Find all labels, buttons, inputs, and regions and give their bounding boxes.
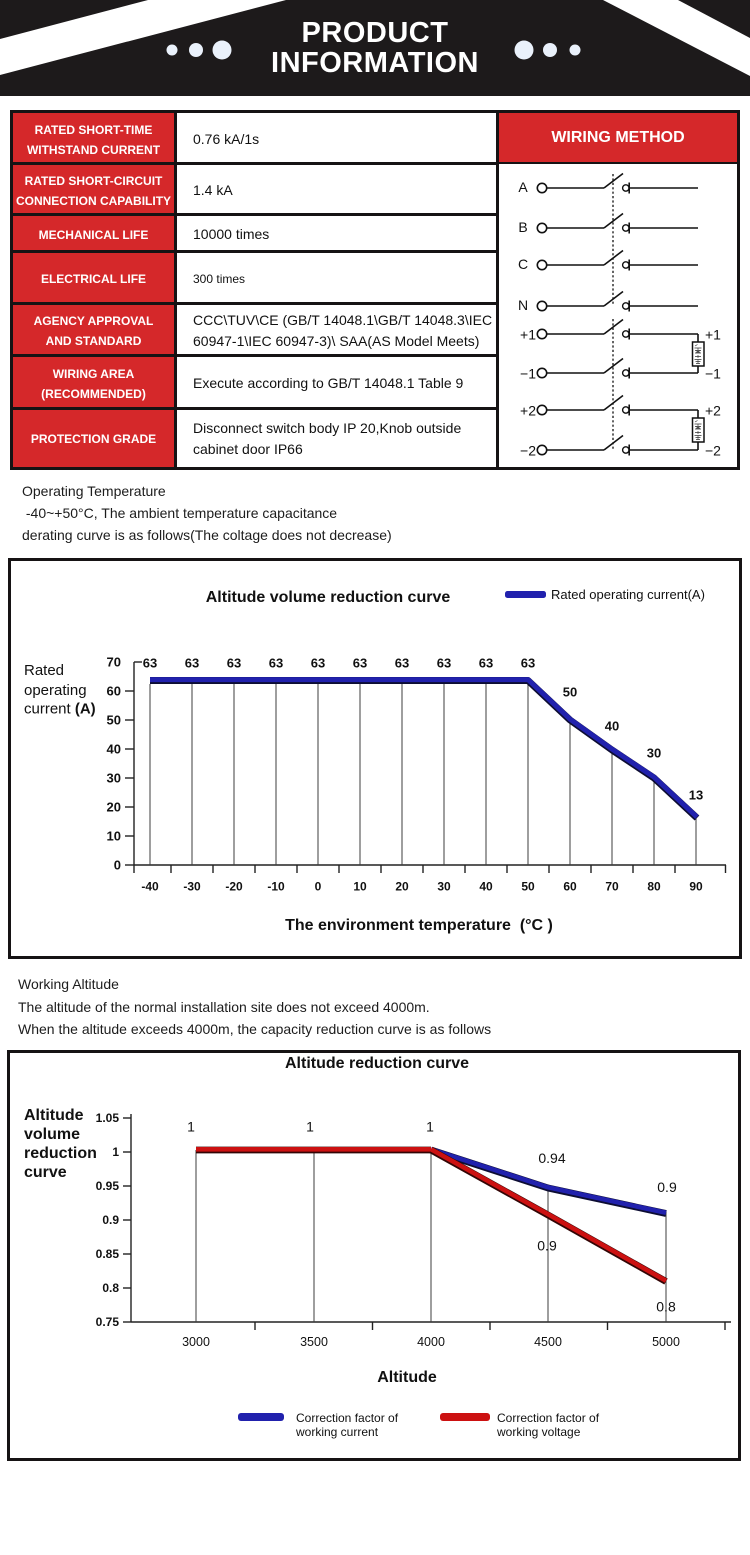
svg-text:-30: -30 — [183, 880, 201, 894]
svg-text:0.8: 0.8 — [102, 1281, 119, 1295]
svg-text:60: 60 — [107, 684, 121, 699]
svg-text:+2: +2 — [520, 403, 536, 419]
svg-text:63: 63 — [353, 656, 367, 671]
svg-text:1: 1 — [187, 1119, 195, 1135]
svg-text:63: 63 — [227, 656, 241, 671]
svg-text:1: 1 — [306, 1119, 314, 1135]
svg-text:10: 10 — [107, 829, 121, 844]
svg-text:63: 63 — [185, 656, 199, 671]
svg-text:reduction: reduction — [24, 1145, 97, 1162]
svg-text:Altitude: Altitude — [377, 1369, 437, 1386]
svg-text:3000: 3000 — [182, 1335, 210, 1349]
svg-text:3500: 3500 — [300, 1335, 328, 1349]
svg-text:Altitude volume reduction curv: Altitude volume reduction curve — [206, 589, 451, 606]
svg-text:-40: -40 — [141, 880, 159, 894]
svg-text:63: 63 — [269, 656, 283, 671]
svg-text:30: 30 — [107, 771, 121, 786]
svg-text:−2: −2 — [520, 443, 536, 459]
svg-text:63: 63 — [143, 656, 157, 671]
svg-text:working current: working current — [295, 1425, 379, 1439]
svg-text:4500: 4500 — [534, 1335, 562, 1349]
svg-text:20: 20 — [107, 800, 121, 815]
svg-text:+1: +1 — [520, 327, 536, 343]
svg-text:40: 40 — [479, 880, 493, 894]
svg-text:30: 30 — [647, 746, 661, 761]
svg-text:A: A — [518, 179, 528, 195]
svg-text:70: 70 — [107, 655, 121, 670]
svg-text:+2: +2 — [705, 403, 721, 419]
svg-text:0.75: 0.75 — [96, 1315, 120, 1329]
svg-text:B: B — [518, 219, 527, 235]
svg-text:50: 50 — [563, 685, 577, 700]
svg-text:working voltage: working voltage — [496, 1425, 581, 1439]
svg-text:0.8: 0.8 — [656, 1299, 676, 1315]
svg-text:63: 63 — [479, 656, 493, 671]
svg-text:70: 70 — [605, 880, 619, 894]
svg-text:50: 50 — [521, 880, 535, 894]
svg-text:-20: -20 — [225, 880, 243, 894]
svg-text:60: 60 — [563, 880, 577, 894]
svg-text:The environment temperature (: The environment temperature (°C ) — [285, 917, 553, 934]
svg-text:1: 1 — [426, 1119, 434, 1135]
svg-text:0.85: 0.85 — [96, 1247, 120, 1261]
svg-text:Altitude: Altitude — [24, 1107, 84, 1124]
svg-text:0.94: 0.94 — [538, 1150, 565, 1166]
svg-text:5000: 5000 — [652, 1335, 680, 1349]
svg-text:20: 20 — [395, 880, 409, 894]
svg-text:volume: volume — [24, 1126, 80, 1143]
svg-text:Correction factor of: Correction factor of — [497, 1411, 600, 1425]
svg-text:63: 63 — [521, 656, 535, 671]
svg-text:curve: curve — [24, 1164, 67, 1181]
svg-text:−1: −1 — [520, 366, 536, 382]
svg-text:operating: operating — [24, 682, 87, 699]
svg-text:4000: 4000 — [417, 1335, 445, 1349]
svg-text:63: 63 — [311, 656, 325, 671]
svg-text:90: 90 — [689, 880, 703, 894]
svg-text:N: N — [518, 297, 528, 313]
svg-text:1: 1 — [112, 1145, 119, 1159]
svg-text:13: 13 — [689, 788, 703, 803]
svg-text:0.95: 0.95 — [96, 1179, 120, 1193]
svg-text:−2: −2 — [705, 443, 721, 459]
svg-text:Correction factor of: Correction factor of — [296, 1411, 399, 1425]
svg-text:-10: -10 — [267, 880, 285, 894]
svg-text:+1: +1 — [705, 327, 721, 343]
svg-text:40: 40 — [605, 719, 619, 734]
svg-text:80: 80 — [647, 880, 661, 894]
svg-text:Altitude reduction curve: Altitude reduction curve — [285, 1055, 469, 1072]
svg-text:−1: −1 — [705, 366, 721, 382]
svg-text:0.9: 0.9 — [102, 1213, 119, 1227]
svg-text:0: 0 — [114, 858, 121, 873]
svg-text:C: C — [518, 256, 528, 272]
svg-text:40: 40 — [107, 742, 121, 757]
svg-text:Rated operating current(A): Rated operating current(A) — [551, 587, 705, 602]
svg-text:1.05: 1.05 — [96, 1111, 120, 1125]
svg-text:10: 10 — [353, 880, 367, 894]
svg-text:30: 30 — [437, 880, 451, 894]
svg-text:0.9: 0.9 — [537, 1238, 557, 1254]
svg-text:0.9: 0.9 — [657, 1179, 677, 1195]
svg-text:50: 50 — [107, 713, 121, 728]
svg-text:0: 0 — [315, 880, 322, 894]
svg-text:63: 63 — [395, 656, 409, 671]
svg-text:Rated: Rated — [24, 662, 64, 679]
svg-text:63: 63 — [437, 656, 451, 671]
svg-text:current (A): current (A) — [24, 701, 96, 718]
